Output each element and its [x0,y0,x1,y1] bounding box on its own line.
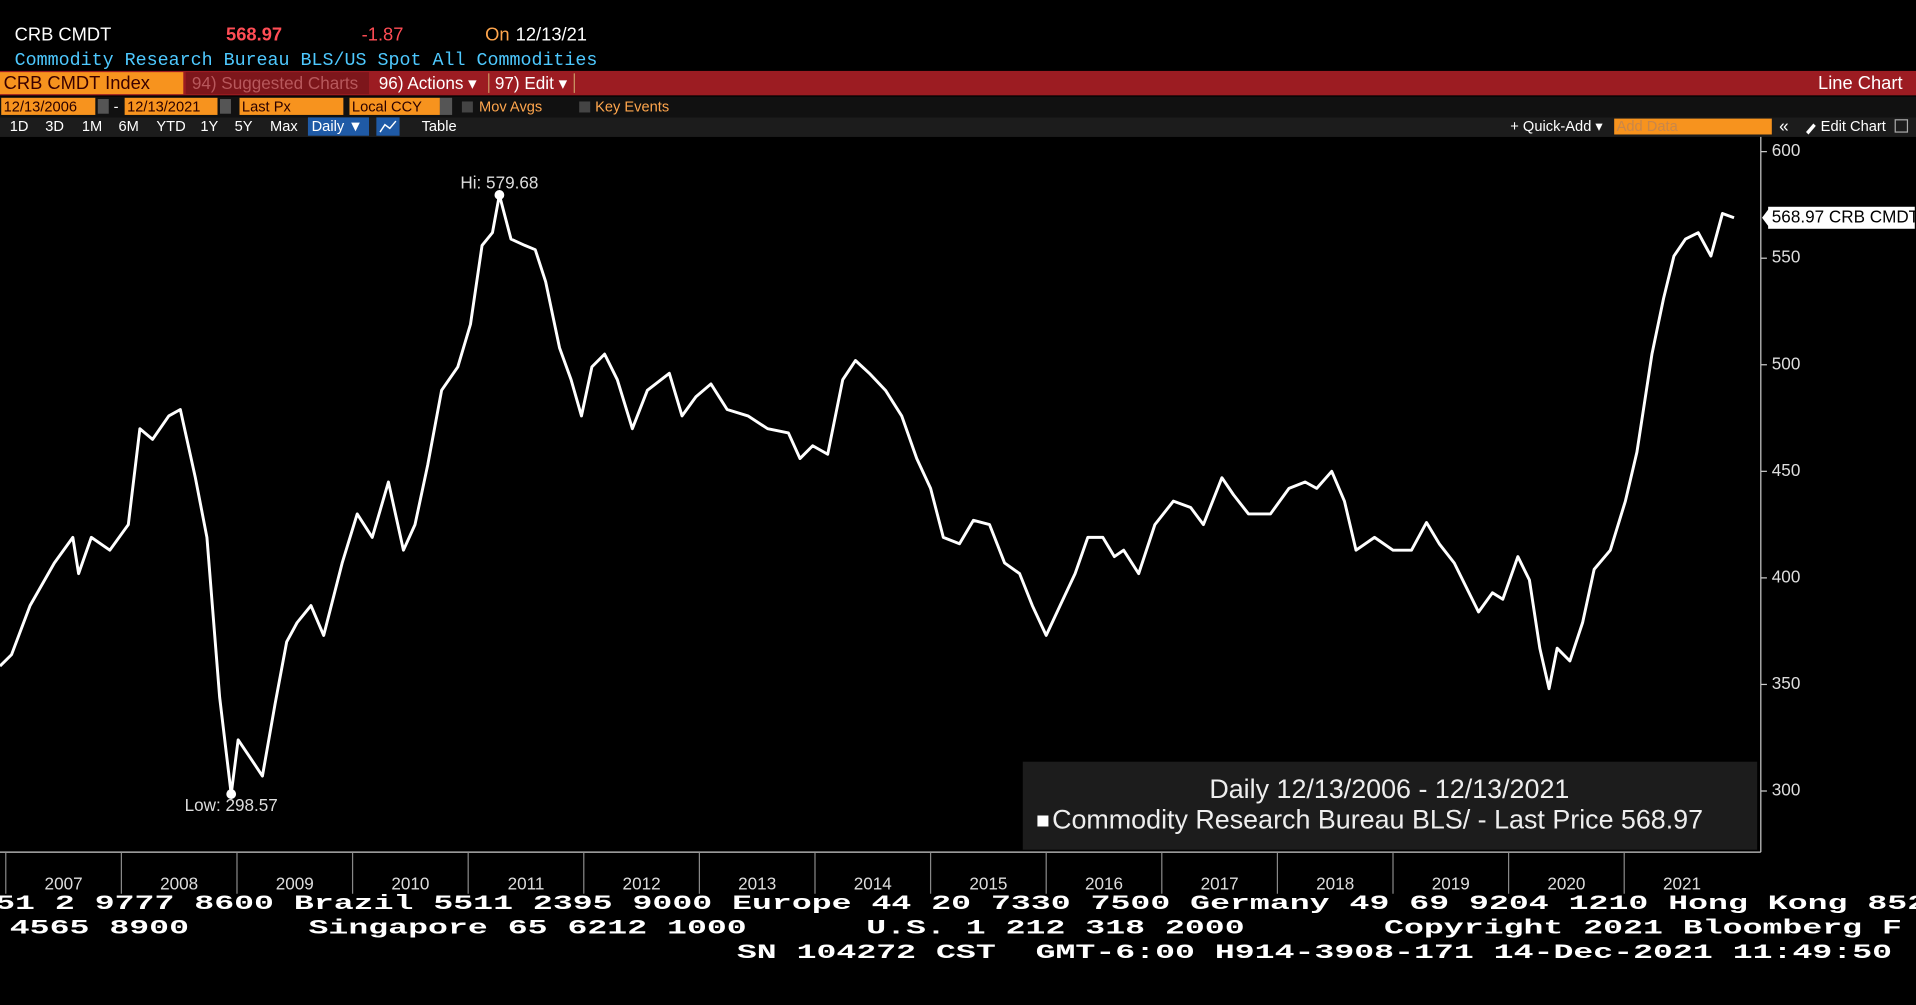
y-tick-label: 300 [1772,781,1801,800]
last-price-label: 568.97 CRB CMDT [1772,207,1916,226]
period-button[interactable]: 1D [10,119,29,135]
x-tick-label: 2013 [738,875,776,894]
x-tick-label: 2011 [508,875,545,894]
table-button[interactable]: Table [422,119,457,135]
period-button[interactable]: 1M [82,119,102,135]
period-button[interactable]: 3D [45,119,64,135]
period-buttons: 1D 3D 1M 6M YTD 1Y 5Y Max [10,119,299,135]
period-button[interactable]: YTD [156,119,185,135]
field: Last Px [242,99,292,115]
add-data: Add Data [1617,119,1679,135]
calendar-icon[interactable] [97,99,109,114]
legend-entry: Commodity Research Bureau BLS/ - Last Pr… [1052,805,1703,835]
period-button[interactable]: Max [270,119,298,135]
collapse-button[interactable]: « [1779,117,1789,136]
y-tick-label: 550 [1772,248,1801,267]
chart: 300 350 400 450 500 550 600 2007 2008 2009 2010 201… [0,136,1801,894]
calendar-icon[interactable] [219,99,231,114]
period-bar [0,117,1916,137]
annotation: Hi: 579.68 [460,173,538,192]
price-line [0,193,1735,796]
x-tick-label: 2009 [276,875,314,894]
start-date-field[interactable] [1,97,96,115]
period-button[interactable]: 1Y [200,119,218,135]
checkbox[interactable] [461,101,473,113]
legend-swatch [1037,815,1049,827]
legend-title: Daily 12/13/2006 - 12/13/2021 [1209,774,1569,804]
settings-icon[interactable] [1894,119,1909,133]
date-separator: - [114,99,119,115]
menu-item[interactable]: 94) Suggested Charts [192,74,358,93]
y-tick-label: 400 [1772,567,1801,586]
period-button[interactable]: 5Y [235,119,253,135]
footer-line: 4565 8900 Singapore 65 6212 1000 U.S. 1 … [10,917,1902,940]
y-tick-label: 450 [1772,461,1801,480]
checkbox[interactable] [579,101,591,113]
menu-item[interactable]: 96) Actions ▾ [379,74,477,93]
option: Key Events [595,99,669,115]
legend-name: Commodity Research Bureau BLS/ - Last Pr… [1052,805,1613,835]
y-tick-label: 600 [1772,141,1801,160]
chart-icon [379,120,397,133]
menu-item[interactable]: 97) Edit ▾ [495,74,568,93]
x-tick-label: 2016 [1085,875,1123,894]
x-tick-label: 2012 [623,875,661,894]
end-date-field[interactable] [124,97,218,115]
on-label: On [485,23,509,44]
last-price-pointer [1762,207,1770,228]
last-price-tag [1768,206,1915,229]
annotation-point [226,789,237,799]
pencil-icon [1806,123,1816,135]
security: CRB CMDT Index [4,72,150,93]
currency-select[interactable] [349,97,440,115]
frequency: Daily ▼ [312,119,363,135]
annotation: Low: 298.57 [185,796,278,815]
x-tick-label: 2021 [1663,875,1701,894]
add-data-field[interactable] [1614,118,1772,135]
ticker: CRB CMDT [15,23,112,44]
x-tick-label: 2008 [160,875,198,894]
x-tick-label: 2010 [391,875,429,894]
legend-last-price: 568.97 [1621,805,1703,835]
security-field[interactable] [0,72,184,95]
change: -1.87 [362,23,404,44]
x-tick-label: 2007 [45,875,83,894]
price: 568.97 [226,23,282,44]
field-select[interactable] [239,97,344,115]
y-tick-label: 500 [1772,354,1801,373]
period-button[interactable]: 6M [119,119,139,135]
x-tick-label: 2020 [1547,875,1585,894]
y-tick-label: 350 [1772,674,1801,693]
x-tick-label: 2019 [1432,875,1470,894]
chart-kind: Line Chart [1818,72,1903,93]
subtitle: Commodity Research Bureau BLS/US Spot Al… [15,50,598,71]
quick-add[interactable]: + Quick-Add ▾ [1510,119,1603,135]
dropdown[interactable] [439,97,453,115]
annotation-point [494,190,505,200]
suggested-button[interactable] [185,72,370,95]
option: Mov Avgs [479,99,542,115]
x-tick-label: 2017 [1201,875,1239,894]
end-date: 12/13/2021 [127,99,200,115]
x-tick-label: 2014 [854,875,893,894]
edit-chart[interactable]: Edit Chart [1821,119,1886,135]
controls-bar [0,96,1916,118]
start-date: 12/13/2006 [4,99,77,115]
frequency-select[interactable] [307,117,370,136]
footer-line: SN 104272 CST GMT-6:00 H914-3908-171 14-… [737,942,1892,965]
x-tick-label: 2018 [1316,875,1354,894]
footer-line: 51 2 9777 8600 Brazil 5511 2395 9000 Eur… [0,893,1916,916]
x-tick-label: 2015 [969,875,1007,894]
legend [1022,761,1758,850]
quote-date: 12/13/21 [516,23,587,44]
currency: Local CCY [352,99,422,115]
